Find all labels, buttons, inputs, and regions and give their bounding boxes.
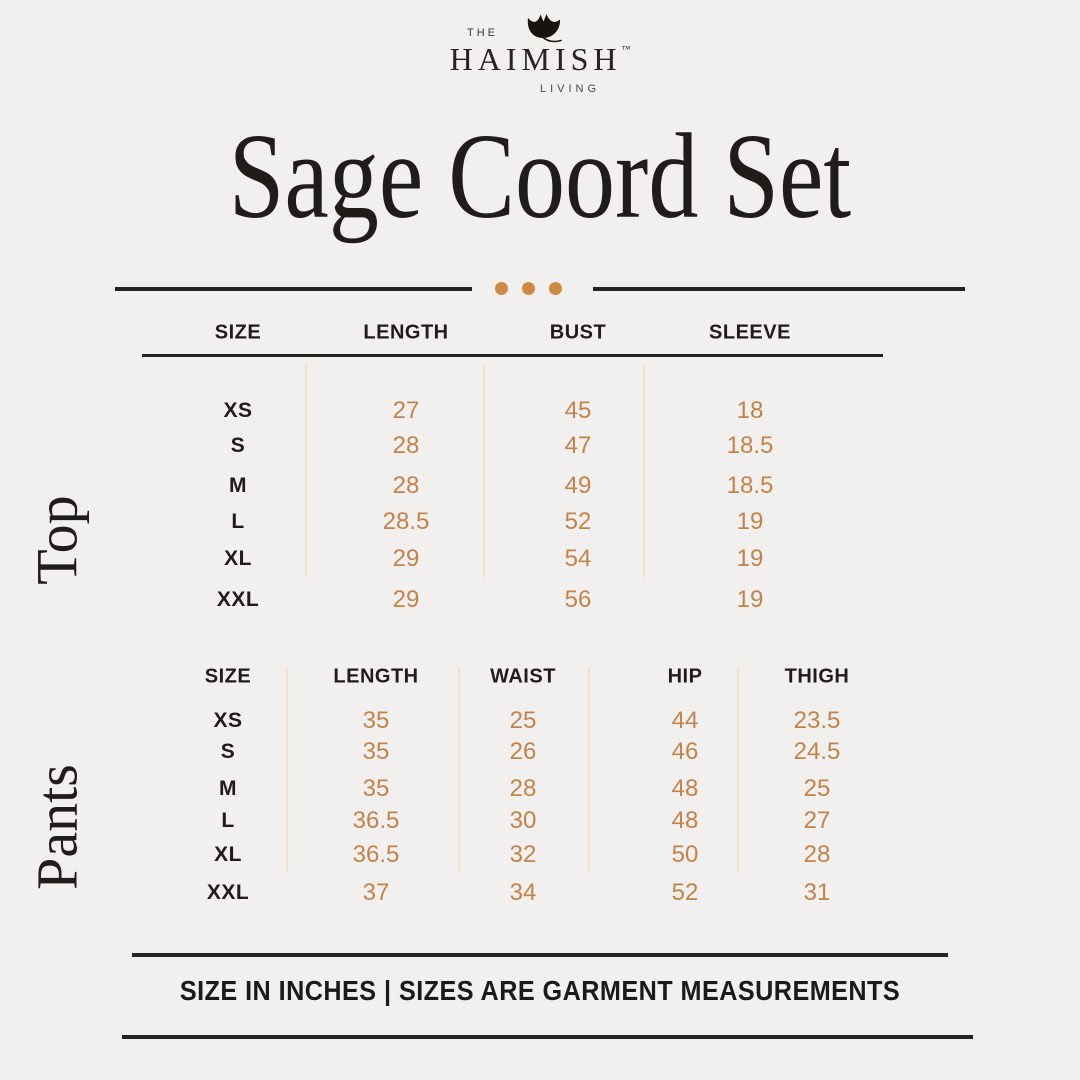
measurement-value: 23.5	[793, 707, 841, 734]
size-label-m: M	[229, 474, 247, 497]
measurement-value: 27	[803, 807, 831, 834]
page-title: Sage Coord Set	[228, 109, 852, 244]
measurement-value: 52	[564, 508, 592, 535]
measurement-value: 28	[392, 432, 420, 459]
size-label-xxl: XXL	[216, 588, 260, 611]
measurement-value: 35	[362, 775, 390, 802]
measurement-value: 49	[564, 472, 592, 499]
measurement-value: 48	[671, 807, 699, 834]
measurement-value: 56	[564, 586, 592, 613]
divider-dot	[495, 282, 508, 295]
divider-line-left	[115, 287, 472, 291]
column-divider	[458, 668, 460, 871]
measurement-value: 18	[736, 397, 764, 424]
column-header-thigh: THIGH	[784, 665, 850, 688]
measurement-value: 19	[736, 545, 764, 572]
column-header-size: SIZE	[214, 321, 262, 344]
size-label-s: S	[220, 740, 236, 763]
column-header-waist: WAIST	[490, 665, 556, 688]
column-header-size: SIZE	[204, 665, 252, 688]
measurement-value: 36.5	[352, 807, 400, 834]
brand-the-text: THE	[467, 27, 498, 39]
column-header-hip: HIP	[667, 665, 703, 688]
column-divider	[286, 668, 288, 871]
measurement-value: 27	[392, 397, 420, 424]
footer-note: SIZE IN INCHES | SIZES ARE GARMENT MEASU…	[179, 975, 901, 1006]
footer-top-rule	[132, 953, 948, 957]
divider-dots	[495, 282, 562, 295]
measurement-value: 50	[671, 841, 699, 868]
section-label-pants: Pants	[24, 764, 90, 890]
measurement-value: 35	[362, 738, 390, 765]
measurement-value: 18.5	[726, 472, 774, 499]
measurement-value: 29	[392, 586, 420, 613]
measurement-value: 36.5	[352, 841, 400, 868]
measurement-value: 24.5	[793, 738, 841, 765]
brand-name-text: HAIMISH	[449, 41, 622, 77]
measurement-value: 28.5	[382, 508, 430, 535]
brand-name: HAIMISH™	[0, 41, 1080, 78]
size-label-xl: XL	[224, 547, 252, 570]
measurement-value: 28	[392, 472, 420, 499]
column-header-sleeve: SLEEVE	[709, 321, 791, 344]
measurement-value: 25	[509, 707, 537, 734]
measurement-value: 46	[671, 738, 699, 765]
measurement-value: 28	[509, 775, 537, 802]
measurement-value: 28	[803, 841, 831, 868]
column-divider	[643, 364, 645, 577]
measurement-value: 19	[736, 586, 764, 613]
size-label-s: S	[230, 434, 246, 457]
measurement-value: 18.5	[726, 432, 774, 459]
measurement-value: 32	[509, 841, 537, 868]
brand-living-text: LIVING	[539, 83, 601, 95]
top-table-header-underline	[142, 354, 883, 357]
divider-line-right	[593, 287, 965, 291]
trademark-symbol: ™	[621, 44, 631, 54]
size-label-xxl: XXL	[206, 881, 250, 904]
column-header-bust: BUST	[549, 321, 607, 344]
divider-dot	[522, 282, 535, 295]
size-label-m: M	[219, 777, 237, 800]
divider-dot	[549, 282, 562, 295]
measurement-value: 30	[509, 807, 537, 834]
measurement-value: 25	[803, 775, 831, 802]
measurement-value: 47	[564, 432, 592, 459]
measurement-value: 34	[509, 879, 537, 906]
column-header-length: LENGTH	[363, 321, 449, 344]
ginkgo-leaf-icon	[527, 14, 562, 43]
measurement-value: 52	[671, 879, 699, 906]
footer-bottom-rule	[122, 1035, 973, 1039]
measurement-value: 45	[564, 397, 592, 424]
measurement-value: 44	[671, 707, 699, 734]
column-divider	[737, 668, 739, 871]
column-divider	[588, 668, 590, 871]
column-header-length: LENGTH	[333, 665, 419, 688]
size-label-xs: XS	[213, 709, 243, 732]
size-label-l: L	[221, 809, 235, 832]
section-label-top: Top	[24, 495, 90, 585]
measurement-value: 37	[362, 879, 390, 906]
measurement-value: 31	[803, 879, 831, 906]
measurement-value: 54	[564, 545, 592, 572]
measurement-value: 19	[736, 508, 764, 535]
size-label-xs: XS	[223, 399, 253, 422]
measurement-value: 35	[362, 707, 390, 734]
measurement-value: 26	[509, 738, 537, 765]
measurement-value: 29	[392, 545, 420, 572]
size-label-xl: XL	[214, 843, 242, 866]
size-label-l: L	[231, 510, 245, 533]
measurement-value: 48	[671, 775, 699, 802]
column-divider	[305, 364, 307, 577]
column-divider	[483, 364, 485, 577]
